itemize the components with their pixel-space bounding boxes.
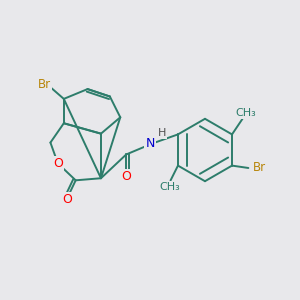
Text: O: O (121, 170, 131, 183)
Text: CH₃: CH₃ (235, 108, 256, 118)
Text: N: N (145, 137, 155, 150)
Text: H: H (158, 128, 166, 138)
Text: O: O (53, 157, 63, 170)
Text: Br: Br (38, 78, 51, 91)
Text: Br: Br (253, 161, 266, 175)
Text: CH₃: CH₃ (159, 182, 180, 192)
Text: O: O (62, 193, 72, 206)
